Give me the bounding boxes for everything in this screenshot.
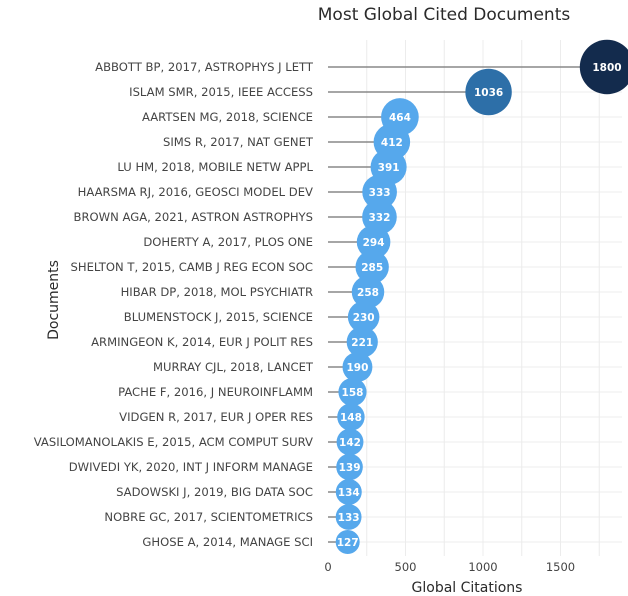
lollipop-dot: [338, 377, 367, 407]
value-label: 190: [346, 362, 368, 374]
lollipop-dot: [355, 250, 389, 284]
category-label: SHELTON T, 2015, CAMB J REG ECON SOC: [71, 260, 313, 274]
value-label: 1036: [474, 87, 503, 99]
value-label: 333: [369, 187, 391, 199]
category-label: LU HM, 2018, MOBILE NETW APPL: [117, 160, 313, 174]
lollipop-dot: [335, 530, 360, 554]
lollipop-dot: [351, 275, 385, 309]
value-label: 1800: [592, 62, 621, 74]
lollipop-dot: [347, 301, 380, 333]
category-label: VASILOMANOLAKIS E, 2015, ACM COMPUT SURV: [34, 435, 313, 449]
value-label: 221: [351, 337, 373, 349]
category-label: SADOWSKI J, 2019, BIG DATA SOC: [116, 485, 313, 499]
category-label: SIMS R, 2017, NAT GENET: [163, 135, 314, 149]
category-label: GHOSE A, 2014, MANAGE SCI: [142, 535, 313, 549]
value-label: 464: [389, 112, 411, 124]
category-label: AARTSEN MG, 2018, SCIENCE: [142, 110, 313, 124]
lollipop-dot: [356, 225, 391, 259]
lollipop-dot: [465, 68, 512, 116]
x-tick-label: 0: [324, 560, 331, 574]
category-label: BROWN AGA, 2021, ASTRON ASTROPHYS: [74, 210, 313, 224]
value-label: 412: [381, 137, 403, 149]
value-label: 230: [353, 312, 375, 324]
category-label: VIDGEN R, 2017, EUR J OPER RES: [119, 410, 313, 424]
lollipop-dot: [342, 352, 373, 382]
lollipop-dot: [362, 174, 397, 210]
lollipop-dot: [579, 39, 628, 95]
lollipop-dot: [336, 428, 364, 456]
lollipop-dot: [337, 403, 365, 431]
value-label: 148: [340, 412, 362, 424]
category-label: ISLAM SMR, 2015, IEEE ACCESS: [129, 85, 313, 99]
x-tick-label: 1500: [546, 560, 575, 574]
category-label: ARMINGEON K, 2014, EUR J POLIT RES: [91, 335, 313, 349]
value-label: 127: [337, 537, 359, 549]
value-label: 139: [339, 462, 361, 474]
lollipop-dot: [335, 504, 362, 530]
chart-title: Most Global Cited Documents: [318, 5, 571, 25]
category-label: HIBAR DP, 2018, MOL PSYCHIATR: [121, 285, 313, 299]
value-label: 285: [361, 262, 383, 274]
x-tick-label: 500: [395, 560, 417, 574]
x-axis-title: Global Citations: [412, 580, 523, 596]
lollipop-dot: [336, 453, 363, 481]
category-label: DOHERTY A, 2017, PLOS ONE: [143, 235, 313, 249]
value-label: 142: [339, 437, 361, 449]
category-label: BLUMENSTOCK J, 2015, SCIENCE: [124, 310, 313, 324]
category-label: HAARSMA RJ, 2016, GEOSCI MODEL DEV: [78, 185, 313, 199]
value-label: 133: [338, 512, 360, 524]
value-label: 332: [368, 212, 390, 224]
lollipop-dot: [346, 326, 378, 358]
value-label: 158: [342, 387, 364, 399]
lollipop-dot: [335, 479, 362, 505]
value-label: 258: [357, 287, 379, 299]
category-label: DWIVEDI YK, 2020, INT J INFORM MANAGE: [69, 460, 313, 474]
value-label: 294: [363, 237, 385, 249]
category-label: ABBOTT BP, 2017, ASTROPHYS J LETT: [95, 60, 314, 74]
category-label: NOBRE GC, 2017, SCIENTOMETRICS: [104, 510, 313, 524]
x-tick-label: 1000: [468, 560, 497, 574]
value-label: 134: [338, 487, 360, 499]
dot-layer: 1800 1036 464 412 391 333 332 294 285 258 230 221 19…: [335, 39, 628, 554]
label-layer: 0 500 1000 1500 ABBOTT BP, 2017, ASTROPHYS J…: [34, 60, 575, 574]
value-label: 391: [378, 162, 400, 174]
category-label: PACHE F, 2016, J NEUROINFLAMM: [118, 385, 313, 399]
y-axis-title: Documents: [46, 260, 62, 340]
category-label: MURRAY CJL, 2018, LANCET: [153, 360, 314, 374]
